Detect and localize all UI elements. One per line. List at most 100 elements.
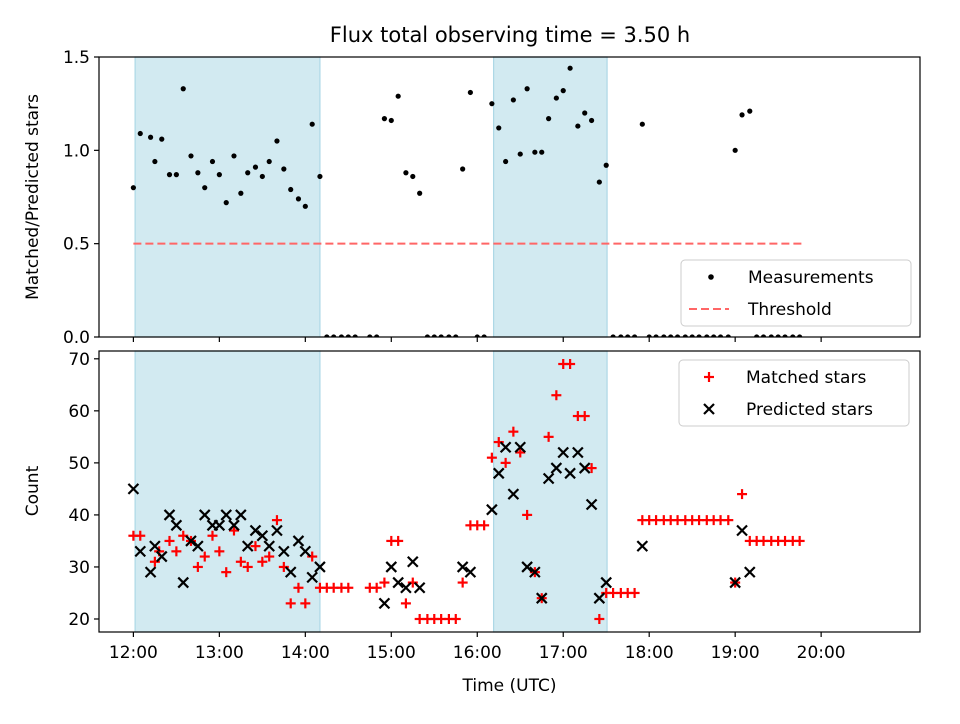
predicted-star-point-b [529,566,541,578]
predicted-star-point-b [400,581,412,594]
predicted-star-point-b [572,446,584,459]
predicted-star-point [241,540,254,552]
measurement-point [188,153,194,159]
measurement-point [431,334,437,337]
predicted-star-point-b [127,483,140,495]
predicted-star-point-b [593,592,606,604]
legend-marker-x-b [703,403,715,415]
predicted-star-point-b [456,561,469,573]
predicted-star-point [292,535,305,547]
measurement-point [575,123,581,129]
predicted-star-point [235,509,247,521]
predicted-star-point [263,540,275,552]
predicted-star-point [249,524,262,537]
predicted-star-point [593,592,606,604]
x-tick-label: 14:00 [281,643,330,663]
y-tick-label: 1.5 [63,48,90,68]
predicted-star-point [456,561,469,573]
measurement-point [259,173,265,180]
measurement-point [481,334,487,337]
data-layer [130,65,803,337]
measurement-point [424,334,430,337]
predicted-star-point [314,561,326,573]
matched-star-point [579,411,590,422]
measurement-point [717,334,724,337]
measurement-point [302,203,308,209]
measurement-point [395,93,401,99]
predicted-star-point-b [198,509,211,521]
measurement-point [668,334,674,337]
measurement-point [653,334,659,337]
measurement-point [489,101,495,107]
predicted-star-point-b [213,519,226,532]
predicted-star-point-b [535,592,548,604]
predicted-star-point [729,576,741,589]
legend: Matched stars Predicted stars [678,359,910,427]
measurement-point [417,190,423,196]
measurement-point [646,334,652,337]
matched-star-point [400,598,411,609]
measurement-point [381,116,388,122]
measurement-point [625,334,631,337]
predicted-star-point-b [228,519,240,532]
measurement-point [618,334,624,337]
measurement-point [467,89,473,96]
predicted-star-point-b [385,561,398,573]
measurement-point [496,125,502,131]
measurement-point [775,334,781,337]
y-tick-label: 60 [68,402,90,422]
predicted-star-point-b [263,540,275,552]
measurement-point [474,334,480,337]
x-tick-label: 19:00 [711,643,760,663]
predicted-star-point-b [284,566,297,578]
matched-star-point [551,390,562,401]
predicted-star-point [213,519,226,532]
predicted-star-point [256,529,269,542]
y-tick-label: 1.0 [63,141,90,161]
x-tick-label: 17:00 [539,643,588,663]
matched-star-point [723,515,734,526]
predicted-star-point-b [564,467,576,480]
matched-star-point [164,535,175,546]
predicted-star-point [192,540,204,552]
y-tick-label: 0.5 [63,235,90,255]
predicted-star-point-b [464,566,477,578]
predicted-star-point [542,472,555,485]
predicted-star-point-b [306,571,318,584]
measurement-point [367,334,373,337]
data-layer [127,359,805,624]
measurement-point [173,172,179,178]
measurement-point [231,153,237,159]
shaded-interval [134,350,321,633]
legend-marker-x [703,403,715,415]
matched-star-point [149,556,160,567]
matched-star-point [300,598,311,609]
measurement-point [596,179,602,185]
predicted-star-point [155,550,168,563]
measurement-point [503,158,509,165]
y-axis-label: Matched/Predicted stars [23,94,43,300]
x-tick-label: 16:00 [453,643,502,663]
matched-star-point [522,509,533,520]
measurement-point [324,334,330,337]
predicted-star-point [486,503,498,516]
matched-star-point [257,556,268,567]
predicted-star-point [198,509,211,521]
measurement-point [453,334,459,337]
bottom-panel: 20 30 40 50 60 70 12:00 13:00 14:00 15:00 16:00 17:… [23,350,921,696]
predicted-star-point-b [235,509,247,521]
measurement-point [582,110,588,116]
predicted-star-point [149,540,161,552]
matched-star-point [293,582,304,593]
x-axis-label: Time (UTC) [462,676,557,696]
measurement-point [546,116,552,122]
legend-label: Predicted stars [746,400,873,420]
predicted-star-point-b [299,545,312,558]
matched-star-point [221,567,232,578]
measurement-point [388,117,394,124]
x-tick-label: 13:00 [195,643,244,663]
measurement-point [166,172,173,178]
matched-star-point [457,577,468,588]
measurement-point [152,158,158,165]
matched-star-point [250,541,261,552]
